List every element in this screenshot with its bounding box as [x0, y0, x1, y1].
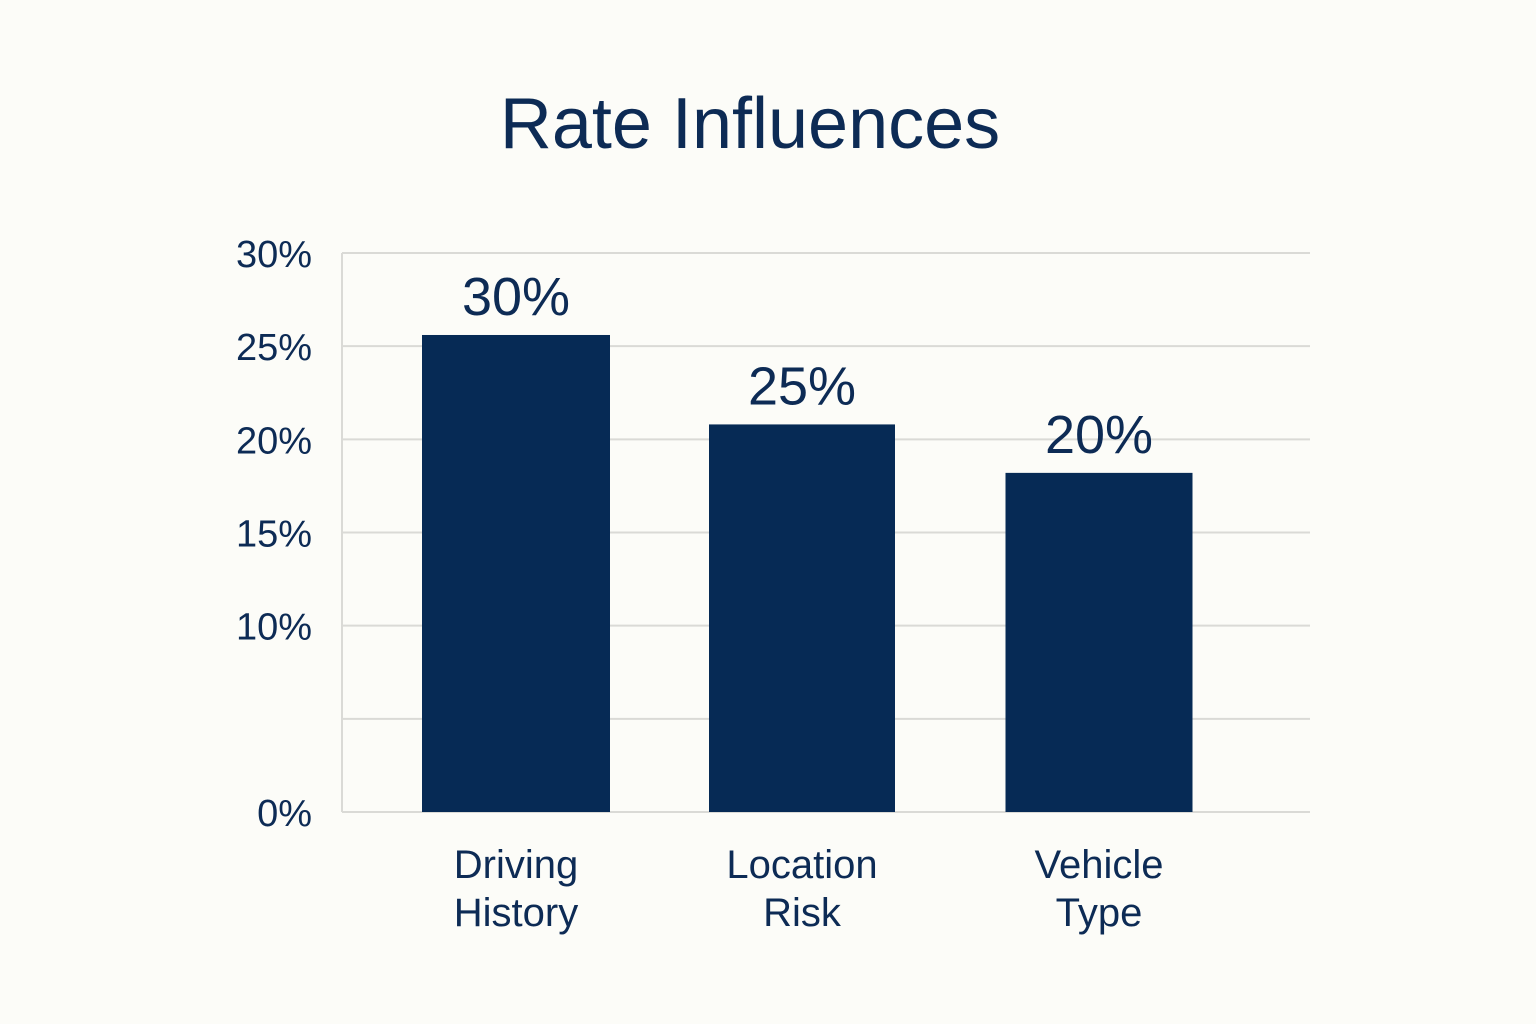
x-tick-label-line: History	[454, 891, 578, 935]
bar-vehicle-type	[1005, 472, 1193, 812]
x-tick-label-driving-history: Driving History	[454, 843, 578, 935]
data-label-driving-history: 30%	[462, 267, 570, 327]
data-label-location-risk: 25%	[748, 356, 856, 416]
y-tick-label-20: 20%	[236, 420, 312, 462]
x-tick-label-line: Vehicle	[1035, 843, 1164, 887]
x-tick-label-line: Risk	[763, 891, 842, 935]
data-label-vehicle-type: 20%	[1045, 405, 1153, 465]
bars	[422, 334, 1193, 812]
chart-title: Rate Influences	[500, 84, 1000, 164]
y-tick-label-25: 25%	[236, 327, 312, 369]
y-tick-label-10: 10%	[236, 607, 312, 649]
y-tick-label-30: 30%	[236, 234, 312, 276]
bar-driving-history	[422, 334, 610, 812]
y-axis-tick-labels: 0% 10% 15% 20% 25% 30%	[236, 234, 312, 835]
x-axis-tick-labels: Driving History Location Risk Vehicle Type	[454, 843, 1164, 935]
x-tick-label-location-risk: Location Risk	[726, 843, 877, 935]
data-labels: 30% 25% 20%	[462, 267, 1153, 465]
y-tick-label-0: 0%	[257, 793, 312, 835]
bar-location-risk	[709, 424, 895, 812]
y-tick-label-15: 15%	[236, 514, 312, 556]
x-tick-label-line: Location	[726, 843, 877, 887]
x-tick-label-line: Type	[1056, 891, 1143, 935]
x-tick-label-line: Driving	[454, 843, 578, 887]
x-tick-label-vehicle-type: Vehicle Type	[1035, 843, 1164, 935]
